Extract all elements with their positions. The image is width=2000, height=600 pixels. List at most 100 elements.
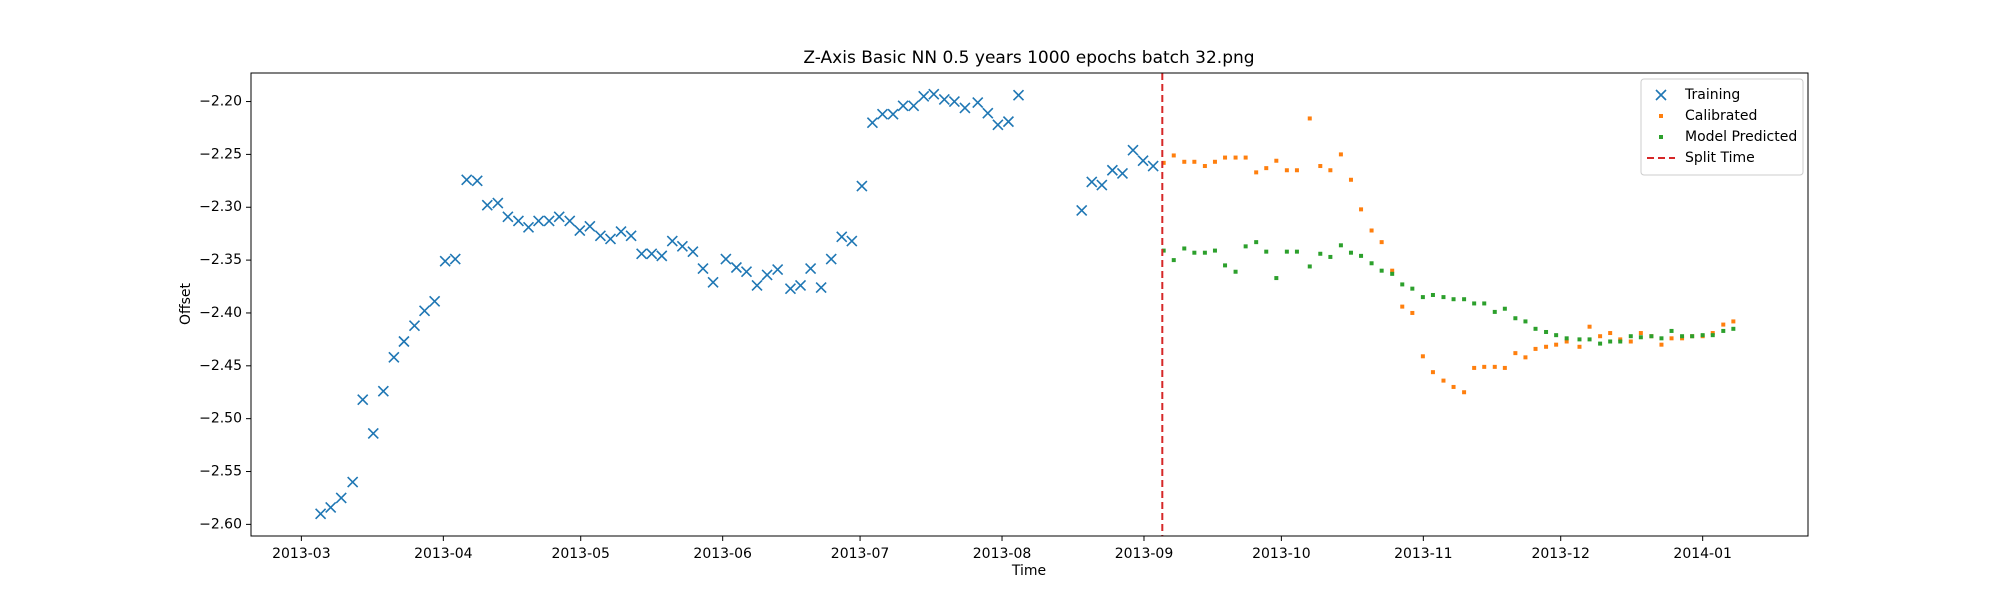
point	[1410, 286, 1415, 291]
training-point	[972, 97, 984, 109]
training-point	[1076, 204, 1088, 216]
point	[1182, 159, 1187, 164]
point	[1430, 370, 1435, 375]
point	[1533, 326, 1538, 331]
training-point	[481, 199, 493, 211]
point	[1513, 351, 1518, 356]
point	[1690, 334, 1695, 339]
point	[1618, 337, 1623, 342]
point	[1441, 295, 1446, 300]
legend-label: Model Predicted	[1685, 129, 1797, 145]
point	[1492, 309, 1497, 314]
training-point	[784, 283, 797, 295]
point	[1608, 331, 1613, 336]
training-point	[646, 248, 658, 260]
point	[1523, 319, 1528, 324]
point	[1379, 240, 1384, 245]
training-point	[887, 108, 899, 120]
point	[1202, 250, 1207, 255]
training-point	[388, 351, 400, 363]
point	[1638, 335, 1643, 340]
training-point	[533, 215, 545, 227]
training-point	[461, 174, 473, 186]
x-tick-label: 2013-12	[1531, 546, 1590, 562]
x-tick-label: 2013-10	[1252, 546, 1311, 562]
y-tick-label: −2.30	[199, 199, 242, 215]
point	[1731, 319, 1736, 324]
point	[1161, 160, 1166, 165]
training-point	[908, 100, 920, 112]
point	[1223, 155, 1228, 160]
point	[1284, 168, 1289, 173]
training-point	[948, 95, 960, 108]
point	[1284, 249, 1289, 254]
point	[1379, 268, 1384, 273]
y-tick-label: −2.25	[199, 146, 242, 162]
training-point	[471, 175, 483, 187]
point	[1338, 152, 1343, 157]
point	[1669, 328, 1674, 333]
training-point	[866, 117, 878, 129]
training-point	[615, 225, 627, 238]
point	[1462, 390, 1467, 395]
training-point	[377, 385, 389, 397]
legend-label: Training	[1684, 87, 1740, 103]
point	[1513, 316, 1518, 321]
training-point	[805, 262, 817, 275]
training-point	[687, 246, 699, 258]
training-point	[1137, 155, 1149, 167]
point	[1721, 328, 1726, 333]
training-point	[408, 320, 421, 332]
training-point	[347, 476, 359, 488]
x-tick-label: 2013-08	[973, 546, 1032, 562]
point	[1274, 158, 1279, 163]
point	[1348, 250, 1353, 255]
point	[1472, 301, 1477, 306]
training-point	[584, 220, 596, 232]
x-tick-label: 2013-09	[1115, 546, 1174, 562]
y-tick-label: −2.60	[199, 516, 242, 532]
point	[1710, 331, 1715, 336]
point	[1649, 334, 1654, 339]
point	[1502, 306, 1507, 311]
training-point	[1012, 89, 1025, 101]
training-point	[449, 253, 461, 265]
point	[1598, 341, 1603, 346]
point	[1420, 295, 1425, 300]
point	[1628, 339, 1633, 344]
point	[1171, 258, 1176, 263]
point	[1400, 304, 1405, 309]
training-point	[1127, 144, 1139, 156]
point	[1161, 248, 1166, 253]
training-point	[707, 276, 719, 288]
point	[1359, 207, 1364, 212]
x-tick-label: 2013-05	[551, 546, 610, 562]
point	[1307, 264, 1312, 269]
training-point	[315, 508, 327, 520]
training-point	[574, 224, 586, 237]
point	[1523, 355, 1528, 360]
point	[1212, 248, 1217, 253]
point	[1182, 246, 1187, 251]
y-tick-label: −2.40	[199, 305, 242, 321]
y-tick-label: −2.20	[199, 94, 242, 110]
x-tick-label: 2013-07	[831, 546, 890, 562]
training-point	[594, 230, 606, 242]
point	[1659, 336, 1664, 341]
training-point	[938, 93, 950, 105]
point	[1202, 164, 1207, 169]
training-point	[794, 279, 807, 292]
point	[1243, 155, 1248, 160]
point	[1441, 378, 1446, 383]
point	[1369, 228, 1374, 233]
training-point	[856, 180, 868, 192]
point	[1587, 324, 1592, 329]
training-point	[564, 215, 576, 227]
x-tick-label: 2013-06	[693, 546, 752, 562]
training-point	[502, 211, 514, 223]
point	[1628, 334, 1633, 339]
point	[1264, 166, 1269, 171]
training-point	[1086, 176, 1098, 188]
training-point	[697, 262, 709, 275]
